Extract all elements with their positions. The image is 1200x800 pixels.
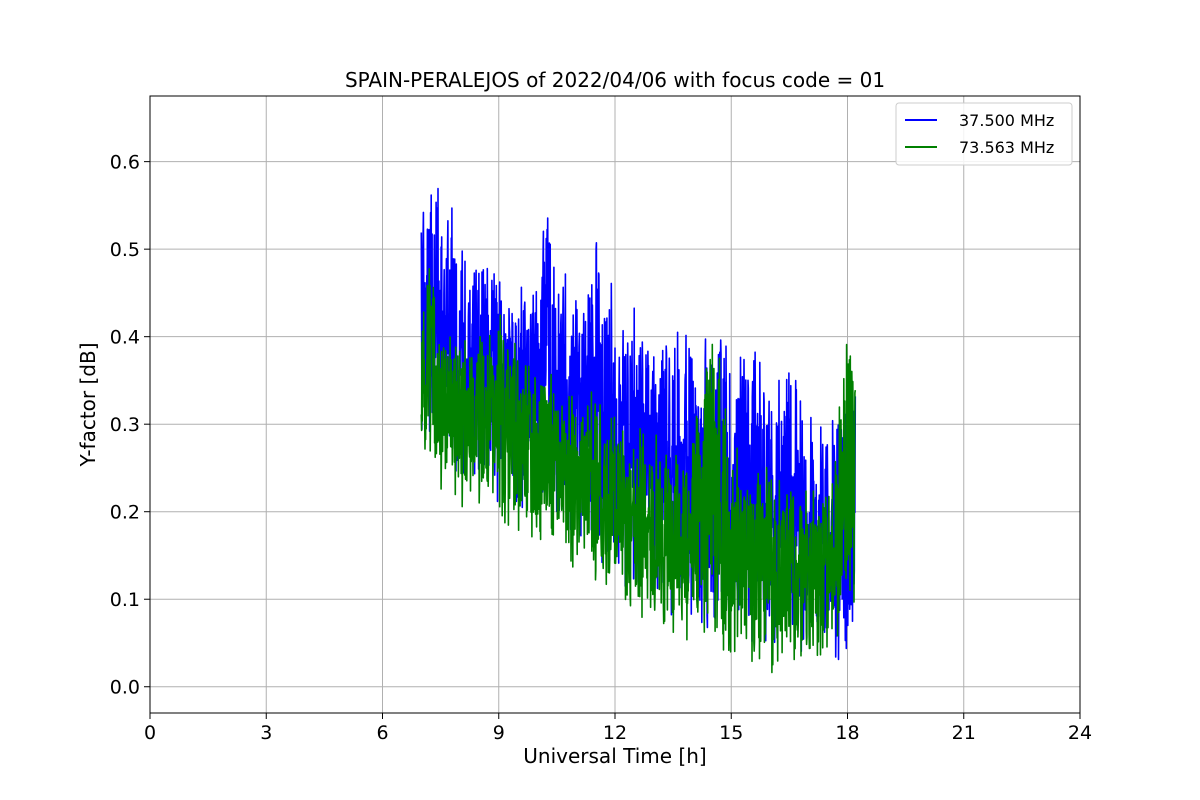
x-tick-label: 0 — [144, 722, 156, 744]
legend: 37.500 MHz 73.563 MHz — [895, 102, 1073, 166]
y-tick-label: 0.2 — [110, 502, 140, 524]
y-tick-label: 0.5 — [110, 239, 140, 261]
y-tick-label: 0.3 — [110, 414, 140, 436]
y-tick-label: 0.1 — [110, 589, 140, 611]
y-axis: 0.0 0.1 0.2 0.3 0.4 0.5 0.6 — [110, 152, 150, 699]
x-tick-label: 24 — [1068, 722, 1092, 744]
y-axis-label: Y-factor [dB] — [76, 342, 100, 467]
legend-label-2: 73.563 MHz — [959, 138, 1054, 157]
y-tick-label: 0.6 — [110, 152, 140, 174]
x-tick-label: 21 — [952, 722, 976, 744]
y-tick-label: 0.0 — [110, 677, 140, 699]
x-tick-label: 12 — [603, 722, 627, 744]
series-line-2 — [420, 268, 857, 674]
x-tick-label: 9 — [493, 722, 505, 744]
legend-label-1: 37.500 MHz — [959, 111, 1054, 130]
x-tick-label: 3 — [260, 722, 272, 744]
legend-box — [895, 102, 1073, 166]
plot-series — [420, 187, 857, 674]
x-tick-label: 15 — [719, 722, 743, 744]
chart-title: SPAIN-PERALEJOS of 2022/04/06 with focus… — [345, 68, 885, 92]
x-axis-label: Universal Time [h] — [523, 744, 706, 768]
x-tick-label: 18 — [835, 722, 859, 744]
y-tick-label: 0.4 — [110, 327, 140, 349]
x-tick-label: 6 — [376, 722, 388, 744]
x-axis: 0 3 6 9 12 15 18 21 24 — [144, 713, 1092, 744]
